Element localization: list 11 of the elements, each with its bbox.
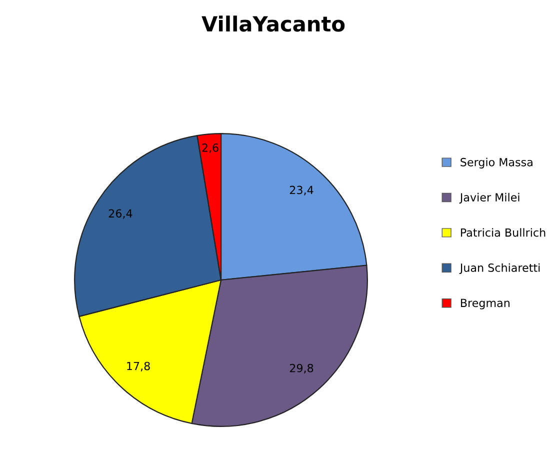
legend-label: Bregman <box>461 298 510 310</box>
legend-label: Sergio Massa <box>460 158 532 168</box>
data-label: 23,4 <box>290 186 314 196</box>
legend-label: Juan Schiaretti <box>459 263 540 274</box>
legend-label: Patricia Bullrich <box>461 228 546 237</box>
chart-title: VillaYacanto <box>202 16 345 32</box>
data-label: 17,8 <box>127 362 150 372</box>
data-label: 29,8 <box>290 364 314 374</box>
legend-label: Javier Milei <box>459 192 520 204</box>
data-label: 26,4 <box>108 209 132 219</box>
data-label: 2,6 <box>202 144 218 154</box>
